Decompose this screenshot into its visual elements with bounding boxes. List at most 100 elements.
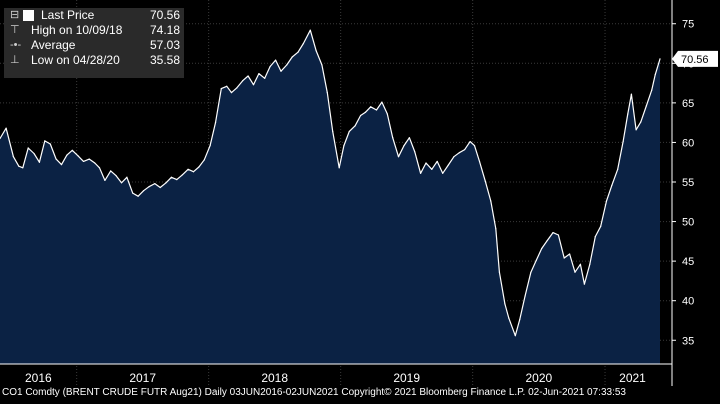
price-point [226,85,228,87]
price-point [490,200,492,202]
last-price-tag [672,50,718,67]
x-year-label: 2017 [129,371,156,385]
price-point [419,172,422,174]
price-point [478,160,481,163]
price-point [640,121,642,123]
legend-collapse-icon[interactable]: ⊟ [10,9,20,21]
price-point [594,236,596,238]
chart-footer: CO1 Comdty (BRENT CRUDE FUTR Aug21) Dail… [2,387,626,398]
price-point [142,190,145,192]
price-point [159,186,161,189]
price-point [27,147,29,149]
price-chart: 35404550556065707570.5620162017201820192… [0,0,718,386]
chart-legend: ⊟ Last Price 70.56 ⊤ High on 10/09/18 74… [4,8,184,78]
price-point [375,109,378,111]
price-point [622,141,624,143]
price-point [617,168,619,170]
price-point [22,167,24,169]
price-point [600,225,602,227]
price-point [187,168,189,170]
price-point [82,160,85,163]
price-point [504,303,506,305]
price-point [120,182,123,184]
price-point [170,176,173,178]
y-tick-label: 75 [682,19,694,31]
price-point [236,87,238,89]
y-tick-label: 65 [682,98,694,110]
price-point [88,158,90,160]
price-point [408,137,410,139]
price-point [453,156,455,158]
price-point [359,114,362,117]
last-price-tag-label: 70.56 [681,54,709,66]
price-point [464,148,466,151]
price-point [18,165,20,167]
price-point [552,232,554,234]
price-point [568,253,571,255]
high-marker-icon: ⊤ [10,24,20,36]
price-point [332,130,334,132]
y-tick-label: 40 [682,296,694,308]
legend-label: Low on 04/28/20 [31,53,120,67]
price-point [132,192,134,194]
price-point [557,234,559,236]
price-point [635,129,637,131]
price-point [654,73,656,75]
price-point [659,58,661,60]
price-point [0,137,1,140]
price-point [627,113,629,115]
price-point [274,59,277,61]
price-point [392,137,394,139]
price-point [258,72,260,75]
x-year-label: 2016 [25,371,52,385]
low-marker-icon: ⊥ [10,54,20,66]
legend-item-last-price: ⊟ Last Price 70.56 [4,8,184,23]
price-point [563,257,565,259]
x-year-label: 2020 [525,371,552,385]
price-point [469,141,471,143]
price-point [148,186,150,188]
price-point [386,113,388,115]
price-point [530,271,532,273]
price-point [447,164,449,166]
price-point [583,283,586,285]
price-point [651,89,653,91]
legend-swatch-last-price [23,10,34,21]
price-point [165,182,167,184]
price-point [354,125,356,127]
legend-value: 70.56 [149,8,180,22]
price-point [5,127,7,129]
legend-label: High on 10/09/18 [31,23,123,37]
price-point [242,80,244,82]
price-point [514,335,516,337]
price-point [645,105,647,107]
price-point [546,239,548,242]
x-year-label: 2018 [261,371,288,385]
price-point [495,228,497,230]
price-point [473,145,476,147]
price-point [630,93,633,95]
price-point [541,247,543,250]
price-point [381,101,383,103]
legend-item-average: -•- Average 57.03 [4,38,184,53]
price-point [203,159,205,161]
price-point [55,158,57,160]
legend-value: 74.18 [149,23,180,37]
price-point [247,75,249,77]
legend-label: Last Price [41,8,95,22]
price-point [343,145,345,147]
price-point [214,122,217,124]
price-point [115,175,117,177]
price-area [0,30,660,364]
price-point [397,156,400,158]
price-point [321,64,323,66]
price-point [192,171,195,173]
price-point [458,152,460,154]
price-point [269,65,271,68]
price-point [309,29,311,31]
price-point [589,263,591,265]
y-tick-label: 60 [682,137,694,149]
price-point [326,91,328,94]
price-point [33,152,35,155]
y-tick-label: 50 [682,217,694,229]
